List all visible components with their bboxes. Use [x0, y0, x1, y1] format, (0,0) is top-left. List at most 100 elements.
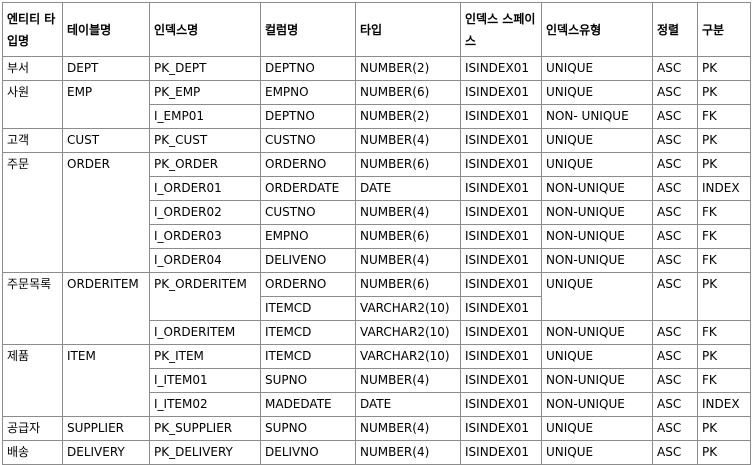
row-index-kind: UNIQUE — [541, 152, 653, 177]
table-row: 부서 DEPT PK_DEPT DEPTNO NUMBER(2) ISINDEX01 UNI… — [2, 56, 751, 81]
row-type: NUMBER(6) — [355, 224, 461, 249]
row-sort: ASC — [652, 80, 698, 105]
row-index-kind: NON-UNIQUE — [541, 176, 653, 201]
table-row: I_ITEM01 SUPNO NUMBER(4) ISINDEX01 NON-UNIQU… — [3, 368, 751, 393]
row-column-name: ORDERDATE — [260, 176, 356, 201]
row-index-kind: NON-UNIQUE — [541, 368, 653, 393]
row-index-space: ISINDEX01 — [460, 392, 542, 417]
row-index-space: ISINDEX01 — [460, 344, 542, 369]
table-header-row: 엔티티 타입명 테이블명 인덱스명 컬럼명 타입 인덱스 스페이스 인덱스유형 … — [2, 2, 751, 57]
header-column-name: 컬럼명 — [260, 2, 356, 57]
header-entity-type: 엔티티 타입명 — [2, 2, 63, 57]
row-table-name: ORDER — [62, 152, 150, 273]
table-row: 주문목록 ORDERITEM PK_ORDERITEM ORDERNO NUMBER(6… — [2, 272, 751, 345]
row-index-space: ISINDEX01 — [460, 56, 542, 81]
row-index-name: PK_ORDERITEM — [149, 272, 261, 321]
row-index-space: ISINDEX01 — [460, 416, 542, 441]
table-row: I_ITEM02 MADEDATE DATE ISINDEX01 NON-UNIQUE A… — [3, 392, 751, 417]
row-index-name: PK_CUST — [149, 128, 261, 153]
row-index-kind: UNIQUE — [541, 56, 653, 81]
row-sort: ASC — [652, 224, 698, 249]
row-type: DATE — [355, 392, 461, 417]
row-table-name: ITEM — [62, 344, 150, 417]
row-type: NUMBER(4) — [355, 368, 461, 393]
table-row: I_EMP01 DEPTNO NUMBER(2) ISINDEX01 NON- UNIQ… — [3, 104, 751, 129]
row-column-name: EMPNO — [260, 80, 356, 105]
row-table-name: SUPPLIER — [62, 416, 150, 441]
header-category: 구분 — [697, 2, 751, 57]
row-type: VARCHAR2(10) — [355, 320, 461, 345]
row-column-name: DEPTNO — [260, 104, 356, 129]
row-index-space: ISINDEX01 — [460, 296, 542, 321]
row-index-space: ISINDEX01 — [460, 320, 542, 345]
row-category: PK — [697, 152, 751, 177]
row-index-name: I_ITEM02 — [149, 392, 261, 417]
row-type: NUMBER(4) — [355, 128, 461, 153]
table-row: 주문 ORDER PK_ORDER ORDERNO NUMBER(6) ISINDEX01… — [2, 152, 751, 273]
row-column-name: SUPNO — [260, 416, 356, 441]
header-index-kind: 인덱스유형 — [541, 2, 653, 57]
row-index-name: I_EMP01 — [149, 104, 261, 129]
row-column-name: SUPNO — [260, 368, 356, 393]
row-type: VARCHAR2(10) — [355, 344, 461, 369]
row-type: NUMBER(6) — [355, 80, 461, 105]
row-sort: ASC — [652, 56, 698, 81]
row-entity-type: 고객 — [2, 128, 63, 153]
row-column-name: CUSTNO — [260, 128, 356, 153]
header-table-name: 테이블명 — [62, 2, 150, 57]
row-sort: ASC — [652, 344, 698, 369]
row-entity-type: 부서 — [2, 56, 63, 81]
row-table-name: DEPT — [62, 56, 150, 81]
row-sort: ASC — [652, 392, 698, 417]
row-category: PK — [697, 80, 751, 105]
row-index-space: ISINDEX01 — [460, 128, 542, 153]
row-index-name: PK_ITEM — [149, 344, 261, 369]
header-index-space: 인덱스 스페이스 — [460, 2, 542, 57]
row-column-name: CUSTNO — [260, 200, 356, 225]
header-sort: 정렬 — [652, 2, 698, 57]
row-category: FK — [697, 104, 751, 129]
row-sort: ASC — [652, 104, 698, 129]
row-index-space: ISINDEX01 — [460, 248, 542, 273]
row-index-name: I_ORDER02 — [149, 200, 261, 225]
row-type: DATE — [355, 176, 461, 201]
row-column-name: EMPNO — [260, 224, 356, 249]
row-type: NUMBER(2) — [355, 56, 461, 81]
row-column-name: ITEMCD — [260, 296, 356, 321]
row-category: FK — [697, 200, 751, 225]
row-index-name: PK_SUPPLIER — [149, 416, 261, 441]
row-index-space: ISINDEX01 — [460, 104, 542, 129]
row-category: PK — [697, 56, 751, 81]
row-sort: ASC — [652, 176, 698, 201]
row-index-kind: NON-UNIQUE — [541, 224, 653, 249]
row-index-name: I_ITEM01 — [149, 368, 261, 393]
row-column-name: DELIVENO — [260, 248, 356, 273]
table-row: I_ORDERITEM ITEMCD VARCHAR2(10) ISINDEX01 NO… — [3, 320, 751, 345]
row-entity-type: 주문목록 — [2, 272, 63, 345]
table-row: I_ORDER04 DELIVENO NUMBER(4) ISINDEX01 NON-U… — [3, 248, 751, 273]
row-sort: ASC — [652, 128, 698, 153]
row-type: NUMBER(4) — [355, 200, 461, 225]
row-entity-type: 사원 — [2, 80, 63, 129]
row-column-name: MADEDATE — [260, 392, 356, 417]
row-sort: ASC — [652, 248, 698, 273]
row-column-name: DEPTNO — [260, 56, 356, 81]
row-entity-type: 주문 — [2, 152, 63, 273]
row-category: FK — [697, 320, 751, 345]
table-row: 제품 ITEM PK_ITEM ITEMCD VARCHAR2(10) ISINDEX01… — [2, 344, 751, 417]
row-index-name: PK_EMP — [149, 80, 261, 105]
row-sort: ASC — [652, 368, 698, 393]
row-index-name: PK_ORDER — [149, 152, 261, 177]
table-row: 고객 CUST PK_CUST CUSTNO NUMBER(4) ISINDEX01 UNI… — [2, 128, 751, 153]
row-sort: ASC — [652, 272, 698, 321]
row-index-kind: UNIQUE — [541, 272, 653, 321]
row-sort: ASC — [652, 200, 698, 225]
row-category: INDEX — [697, 176, 751, 201]
row-index-name: I_ORDER01 — [149, 176, 261, 201]
row-column-name: ORDERNO — [260, 272, 356, 297]
row-type: NUMBER(2) — [355, 104, 461, 129]
row-column-name: ITEMCD — [260, 344, 356, 369]
row-table-name: CUST — [62, 128, 150, 153]
row-index-name: PK_DEPT — [149, 56, 261, 81]
table-row: I_ORDER03 EMPNO NUMBER(6) ISINDEX01 NON-UNIQ… — [3, 224, 751, 249]
